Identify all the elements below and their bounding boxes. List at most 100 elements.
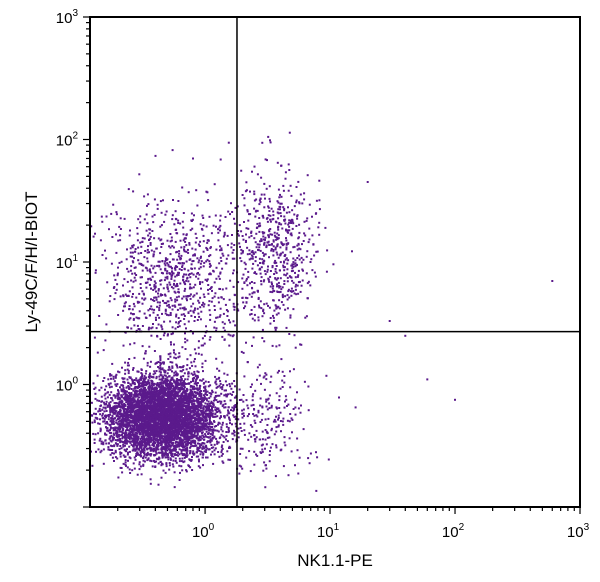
event-point: [158, 456, 161, 459]
event-point: [201, 434, 204, 437]
event-point: [142, 440, 145, 443]
event-point: [207, 427, 210, 430]
event-point: [149, 418, 152, 421]
event-point: [170, 378, 173, 381]
event-point: [206, 447, 209, 450]
event-point: [162, 452, 165, 455]
event-point: [190, 423, 193, 426]
event-point: [142, 438, 145, 441]
event-point: [146, 399, 149, 402]
event-point: [162, 407, 165, 410]
event-point: [229, 385, 232, 388]
event-point: [96, 374, 99, 377]
event-point: [158, 407, 161, 410]
event-point: [154, 395, 157, 398]
event-point: [163, 439, 166, 442]
event-point: [158, 409, 161, 412]
event-point: [95, 450, 97, 453]
event-point: [183, 411, 186, 414]
event-point: [157, 394, 159, 397]
event-point: [121, 366, 123, 369]
event-point: [205, 430, 208, 433]
event-point: [159, 426, 162, 429]
event-point: [153, 390, 156, 393]
event-point: [225, 423, 228, 426]
event-point: [134, 405, 137, 407]
event-point: [202, 420, 205, 423]
event-point: [172, 410, 175, 413]
event-point: [100, 449, 103, 452]
event-point: [144, 350, 147, 353]
event-point: [155, 448, 158, 451]
event-point: [131, 432, 134, 434]
event-point: [104, 388, 106, 391]
event-point: [144, 388, 147, 391]
event-point: [154, 415, 156, 418]
event-point: [139, 400, 142, 402]
event-point: [222, 461, 225, 464]
event-point: [163, 406, 166, 409]
event-point: [174, 373, 177, 376]
event-point: [170, 442, 173, 444]
event-point: [122, 445, 125, 448]
event-point: [209, 432, 212, 435]
event-point: [118, 422, 121, 425]
event-point: [137, 399, 139, 402]
event-point: [190, 372, 193, 375]
event-point: [113, 445, 116, 448]
event-point: [157, 442, 160, 445]
event-point: [163, 429, 166, 432]
event-point: [201, 432, 203, 435]
event-point: [138, 430, 141, 433]
event-point: [183, 460, 186, 463]
event-point: [122, 384, 125, 387]
event-point: [156, 389, 159, 392]
event-point: [205, 397, 208, 400]
event-point: [226, 373, 229, 376]
event-point: [155, 370, 158, 372]
event-point: [113, 433, 116, 436]
event-point: [206, 456, 209, 459]
event-point: [159, 402, 162, 405]
event-point: [197, 405, 199, 408]
event-point: [145, 424, 148, 427]
event-point: [173, 471, 176, 474]
event-point: [185, 387, 188, 390]
event-point: [150, 414, 153, 417]
event-point: [176, 414, 179, 417]
event-point: [181, 446, 184, 449]
event-point: [134, 392, 137, 395]
event-point: [211, 402, 214, 405]
event-point: [157, 430, 159, 433]
event-point: [127, 403, 130, 406]
event-point: [191, 364, 194, 367]
event-point: [193, 452, 196, 455]
event-point: [149, 421, 152, 423]
event-point: [198, 384, 201, 387]
event-point: [170, 454, 173, 456]
event-point: [157, 451, 160, 454]
event-point: [168, 392, 171, 395]
event-point: [126, 427, 129, 430]
event-point: [118, 371, 121, 374]
event-point: [103, 401, 105, 404]
event-point: [108, 383, 111, 386]
event-point: [111, 415, 114, 417]
event-point: [94, 433, 97, 436]
event-point: [105, 400, 108, 403]
event-point: [169, 416, 172, 419]
event-point: [186, 443, 189, 446]
event-point: [174, 449, 177, 452]
event-point: [134, 419, 137, 422]
event-point: [135, 389, 138, 392]
event-point: [182, 365, 185, 368]
event-point: [166, 380, 169, 383]
event-point: [110, 377, 112, 380]
event-point: [165, 426, 168, 429]
event-point: [202, 427, 204, 430]
event-point: [179, 403, 182, 406]
event-point: [197, 399, 200, 402]
event-point: [210, 439, 213, 442]
event-point: [130, 378, 133, 381]
event-point: [161, 379, 164, 382]
